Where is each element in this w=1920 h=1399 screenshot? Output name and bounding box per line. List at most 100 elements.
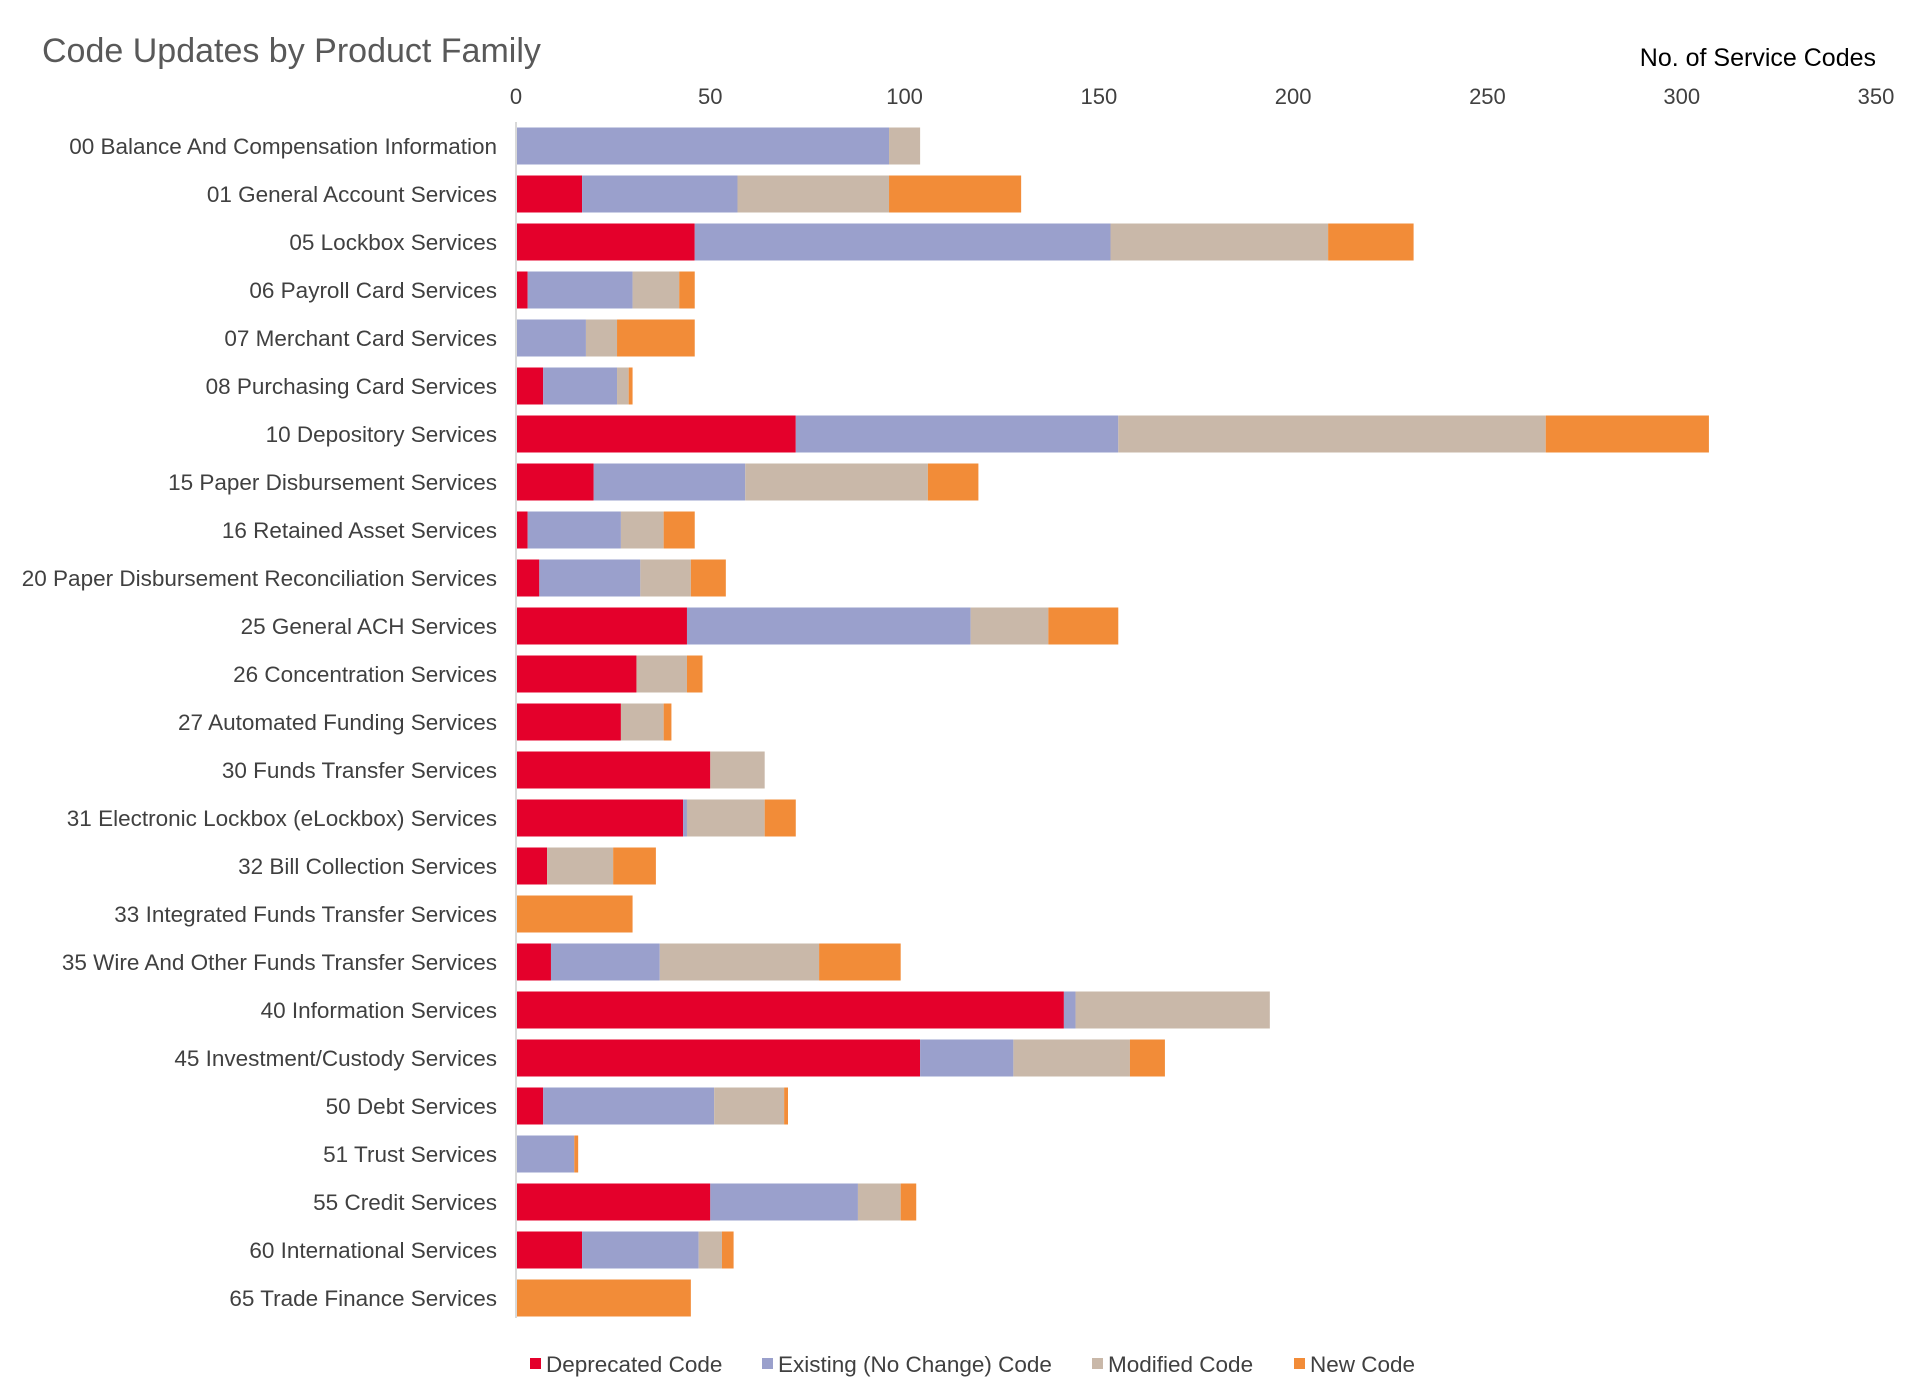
bar-segment [1013,1039,1130,1077]
bar-segment [628,367,633,405]
bar-segment [516,703,621,741]
bar-segment [686,655,703,693]
bars [516,127,1709,1317]
category-label: 65 Trade Finance Services [229,1286,497,1311]
bar-segment [617,367,629,405]
bar-segment [582,175,738,213]
bar-segment [795,415,1119,453]
category-label: 27 Automated Funding Services [178,710,497,735]
bar-segment [539,559,641,597]
bar-segment [585,319,618,357]
bar-segment [857,1183,901,1221]
bar-segment [516,1039,921,1077]
bar-segment [620,511,664,549]
bar-segment [550,943,660,981]
bar-segment [516,1087,544,1125]
bar-segment [516,1135,575,1173]
bar-segment [516,607,687,645]
bar-segment [516,1231,583,1269]
bar-segment [516,799,684,837]
category-label: 30 Funds Transfer Services [222,758,497,783]
category-label: 51 Trust Services [323,1142,497,1167]
x-tick-label: 300 [1663,84,1700,109]
bar-segment [698,1231,722,1269]
bar-segment [516,175,583,213]
category-label: 07 Merchant Card Services [224,326,497,351]
bar-segment [632,271,680,309]
bar-segment [516,895,633,933]
legend-label: New Code [1310,1352,1415,1377]
bar-segment [745,463,928,501]
bar-segment [889,127,921,165]
bar-segment [1075,991,1270,1029]
legend-label: Modified Code [1108,1352,1253,1377]
x-tick-label: 0 [510,84,522,109]
category-label: 60 International Services [249,1238,497,1263]
category-label: 06 Payroll Card Services [249,278,497,303]
bar-segment [710,1183,858,1221]
legend-swatch [1294,1358,1305,1369]
bar-segment [710,751,765,789]
bar-segment [593,463,746,501]
bar-segment [617,319,695,357]
category-label: 50 Debt Services [326,1094,497,1119]
bar-segment [1118,415,1546,453]
legend-swatch [530,1358,541,1369]
category-label: 55 Credit Services [313,1190,497,1215]
x-tick-label: 150 [1080,84,1117,109]
bar-segment [574,1135,579,1173]
bar-segment [516,319,586,357]
bar-segment [920,1039,1014,1077]
bar-segment [516,559,540,597]
bar-segment [527,271,633,309]
x-axis-title: No. of Service Codes [1640,44,1876,72]
category-label: 16 Retained Asset Services [222,518,497,543]
bar-segment [640,559,691,597]
chart-title: Code Updates by Product Family [42,32,541,70]
x-tick-label: 200 [1275,84,1312,109]
bar-segment [1048,607,1119,645]
bar-segment [686,607,971,645]
category-label: 20 Paper Disbursement Reconciliation Ser… [22,566,497,591]
bar-segment [516,1279,691,1317]
bar-segment [659,943,820,981]
bar-segment [721,1231,734,1269]
bar-segment [1110,223,1329,261]
bar-segment [516,127,890,165]
x-tick-label: 350 [1858,84,1895,109]
bar-segment [636,655,687,693]
bar-segment [516,943,551,981]
bar-segment [764,799,796,837]
x-tick-label: 100 [886,84,923,109]
bar-segment [516,655,637,693]
category-label: 32 Bill Collection Services [238,854,497,879]
category-labels: 00 Balance And Compensation Information 0… [22,134,497,1311]
bar-segment [516,223,695,261]
bar-segment [516,415,796,453]
bar-segment [1129,1039,1165,1077]
category-label: 10 Depository Services [266,422,497,447]
bar-segment [683,799,687,837]
category-label: 35 Wire And Other Funds Transfer Service… [62,950,497,975]
category-label: 05 Lockbox Services [289,230,497,255]
bar-segment [516,511,528,549]
bar-segment [516,1183,711,1221]
bar-segment [679,271,695,309]
bar-segment [737,175,890,213]
bar-segment [516,367,544,405]
bar-segment [889,175,1022,213]
bar-segment [784,1087,788,1125]
bar-segment [527,511,621,549]
bar-segment [516,751,711,789]
bar-segment [690,559,726,597]
bar-segment [613,847,656,885]
category-label: 25 General ACH Services [241,614,497,639]
category-label: 15 Paper Disbursement Services [168,470,497,495]
bar-segment [620,703,664,741]
x-axis-ticks: 0 50 100 150 200 250 300 350 [510,84,1894,109]
legend-label: Existing (No Change) Code [778,1352,1052,1377]
category-label: 26 Concentration Services [233,662,497,687]
category-label: 01 General Account Services [207,182,497,207]
bar-segment [686,799,765,837]
